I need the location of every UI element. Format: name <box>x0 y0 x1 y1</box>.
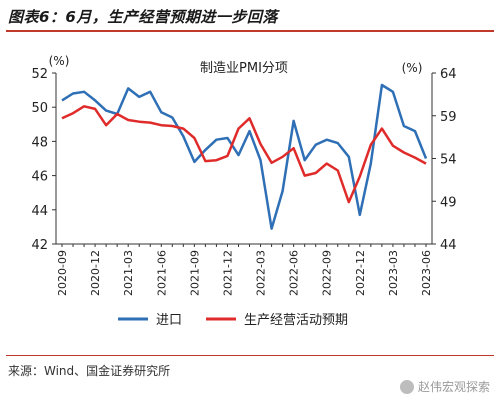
x-tick-label: 2021-12 <box>221 250 234 296</box>
labels-layer: 42 44 46 48 50 52 44 49 54 59 64 (%) (%) 制造业PMI分项 2020… <box>31 54 456 328</box>
x-tick-label: 2022-03 <box>255 250 268 296</box>
right-tick-label: 64 <box>440 67 457 82</box>
x-tick-label: 2023-03 <box>387 250 400 296</box>
series-layer <box>61 83 428 230</box>
watermark: 赵伟宏观探索 <box>399 378 490 395</box>
right-tick-label: 54 <box>440 153 457 168</box>
x-tick-label: 2021-09 <box>188 250 201 296</box>
pmi-line-chart: 42 44 46 48 50 52 44 49 54 59 64 (%) (%) 制造业PMI分项 2020… <box>31 54 456 328</box>
right-tick-label: 49 <box>440 195 457 210</box>
x-tick-label: 2021-03 <box>122 250 135 296</box>
right-axis-unit: (%) <box>402 61 423 75</box>
x-tick-label: 2023-06 <box>420 250 433 296</box>
left-tick-label: 50 <box>31 101 48 116</box>
x-tick-label: 2021-06 <box>155 250 168 296</box>
left-tick-label: 42 <box>31 238 48 253</box>
series-line <box>61 105 427 204</box>
left-tick-label: 48 <box>31 135 48 150</box>
footer-divider <box>6 355 494 356</box>
left-tick-label: 52 <box>31 67 48 82</box>
x-tick-label: 2020-12 <box>89 250 102 296</box>
x-tick-label: 2022-06 <box>288 250 301 296</box>
left-axis-unit: (%) <box>49 54 70 68</box>
axes-layer <box>52 72 436 247</box>
x-tick-label: 2022-12 <box>354 250 367 296</box>
left-tick-label: 46 <box>31 170 48 185</box>
x-tick-label: 2022-09 <box>321 250 334 296</box>
source-note: 来源：Wind、国金证券研究所 <box>8 364 171 378</box>
right-tick-label: 44 <box>440 238 457 253</box>
series-line <box>61 83 428 230</box>
watermark-text: 赵伟宏观探索 <box>417 380 490 394</box>
wechat-logo-icon <box>399 379 414 394</box>
chart-title: 制造业PMI分项 <box>200 61 288 76</box>
x-tick-label: 2020-09 <box>56 250 69 296</box>
left-tick-label: 44 <box>31 204 48 219</box>
title-divider <box>6 30 494 32</box>
right-tick-label: 59 <box>440 110 457 125</box>
legend-label: 生产经营活动预期 <box>244 313 348 328</box>
legend-label: 进口 <box>156 313 182 328</box>
figure-title: 图表6：6月，生产经营预期进一步回落 <box>8 8 278 26</box>
